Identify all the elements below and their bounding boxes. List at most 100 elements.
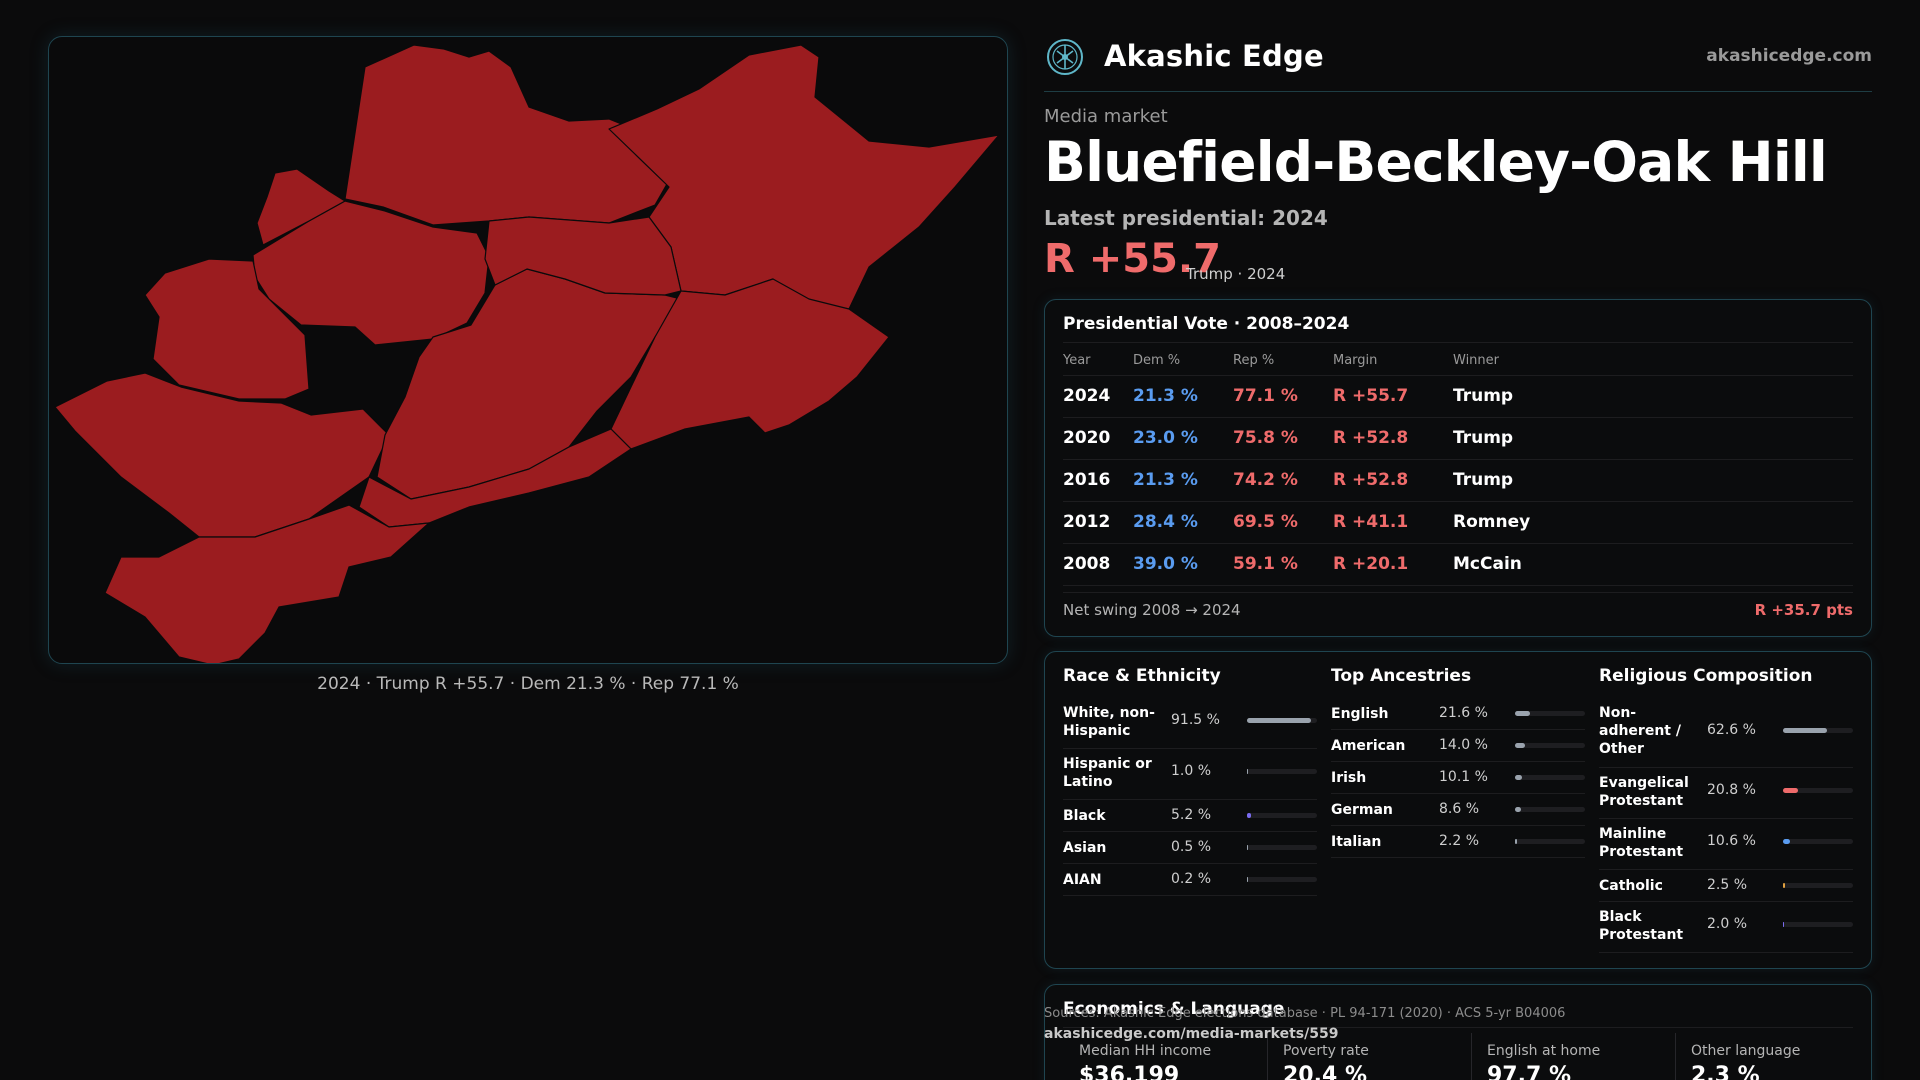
religion-value: 2.5 % — [1707, 877, 1748, 893]
brand-name: Akashic Edge — [1104, 39, 1324, 73]
race-value: 5.2 % — [1171, 807, 1212, 823]
net-swing-label: Net swing 2008 → 2024 — [1063, 601, 1241, 619]
race-bar-fill — [1247, 813, 1251, 818]
race-value: 0.5 % — [1171, 839, 1212, 855]
col-year-header: Year — [1063, 353, 1091, 368]
page-kicker: Media market — [1044, 106, 1168, 127]
cell-margin: R +41.1 — [1333, 512, 1409, 532]
religion-bar-fill — [1783, 922, 1785, 927]
list-item: Hispanic or Latino 1.0 % — [1063, 749, 1317, 800]
religion-label: Evangelical Protestant — [1599, 775, 1689, 809]
page-title: Bluefield-Beckley-Oak Hill — [1044, 130, 1828, 194]
top-ancestries-section: Top Ancestries English 21.6 % American 1… — [1331, 666, 1585, 858]
demographics-card: Race & Ethnicity White, non-Hispanic 91.… — [1044, 651, 1872, 969]
ancestry-bar-fill — [1515, 743, 1525, 748]
list-item: Irish 10.1 % — [1331, 762, 1585, 794]
ancestry-bar-fill — [1515, 839, 1517, 844]
ancestry-bar-fill — [1515, 775, 1523, 780]
religion-bar — [1783, 883, 1853, 888]
religion-value: 62.6 % — [1707, 722, 1756, 738]
ancestry-value: 14.0 % — [1439, 737, 1488, 753]
ancestry-value: 21.6 % — [1439, 705, 1488, 721]
race-label: White, non-Hispanic — [1063, 705, 1155, 739]
brand-url-link[interactable]: akashicedge.com — [1706, 46, 1872, 66]
poverty-rate-stat: Poverty rate 20.4 % — [1283, 1043, 1483, 1080]
religion-bar — [1783, 839, 1853, 844]
cell-year: 2020 — [1063, 428, 1111, 448]
ancestry-label: German — [1331, 802, 1393, 818]
cell-margin: R +52.8 — [1333, 428, 1409, 448]
religion-bar-fill — [1783, 839, 1791, 844]
cell-winner: Trump — [1453, 428, 1514, 448]
religion-section-title: Religious Composition — [1599, 666, 1813, 686]
stat-value: 97.7 % — [1487, 1063, 1571, 1080]
race-value: 1.0 % — [1171, 763, 1212, 779]
stat-value: 2.3 % — [1691, 1063, 1760, 1080]
religion-label: Non-adherent / Other — [1599, 705, 1681, 757]
ancestry-value: 2.2 % — [1439, 833, 1480, 849]
religion-label: Catholic — [1599, 878, 1663, 894]
table-row[interactable]: 2024 21.3 % 77.1 % R +55.7 Trump — [1063, 376, 1853, 418]
headline-margin: R +55.7 — [1044, 236, 1221, 282]
race-bar — [1247, 845, 1317, 850]
stat-divider — [1267, 1033, 1268, 1080]
vote-card-title: Presidential Vote · 2008–2024 — [1063, 314, 1350, 334]
cell-year: 2008 — [1063, 554, 1111, 574]
religion-label: Mainline Protestant — [1599, 826, 1684, 860]
net-swing-value: R +35.7 pts — [1754, 601, 1853, 619]
vote-table: Year Dem % Rep % Margin Winner 2024 21.3… — [1063, 342, 1853, 586]
akashic-logo-icon[interactable] — [1046, 38, 1084, 76]
race-value: 0.2 % — [1171, 871, 1212, 887]
net-swing-row: Net swing 2008 → 2024 R +35.7 pts — [1063, 592, 1853, 626]
list-item: Catholic 2.5 % — [1599, 870, 1853, 902]
list-item: Black Protestant 2.0 % — [1599, 902, 1853, 953]
brand-header: Akashic Edge akashicedge.com — [1044, 34, 1872, 92]
cell-year: 2012 — [1063, 512, 1111, 532]
market-map-panel[interactable] — [48, 36, 1008, 664]
map-county — [610, 278, 890, 450]
table-row[interactable]: 2012 28.4 % 69.5 % R +41.1 Romney — [1063, 502, 1853, 544]
table-row[interactable]: 2008 39.0 % 59.1 % R +20.1 McCain — [1063, 544, 1853, 586]
cell-rep: 74.2 % — [1233, 470, 1298, 490]
map-county — [104, 504, 430, 663]
other-language-stat: Other language 2.3 % — [1691, 1043, 1891, 1080]
cell-dem: 39.0 % — [1133, 554, 1198, 574]
list-item: Mainline Protestant 10.6 % — [1599, 819, 1853, 870]
list-item: Non-adherent / Other 62.6 % — [1599, 698, 1853, 768]
permalink[interactable]: akashicedge.com/media-markets/559 — [1044, 1026, 1339, 1042]
economics-divider — [1063, 1027, 1853, 1028]
map-caption: 2024 · Trump R +55.7 · Dem 21.3 % · Rep … — [317, 674, 739, 694]
race-bar — [1247, 718, 1317, 723]
race-ethnicity-section: Race & Ethnicity White, non-Hispanic 91.… — [1063, 666, 1317, 896]
median-income-stat: Median HH income $36,199 — [1079, 1043, 1279, 1080]
race-bar — [1247, 813, 1317, 818]
stat-value: 20.4 % — [1283, 1063, 1367, 1080]
race-bar-fill — [1247, 718, 1312, 723]
map-county — [256, 168, 346, 246]
ancestry-label: American — [1331, 738, 1406, 754]
cell-dem: 28.4 % — [1133, 512, 1198, 532]
religion-value: 2.0 % — [1707, 916, 1748, 932]
race-label: Asian — [1063, 840, 1107, 856]
latest-presidential-label: Latest presidential: 2024 — [1044, 206, 1328, 230]
map-county — [252, 200, 490, 346]
county-map[interactable] — [49, 37, 1008, 664]
ancestry-value: 8.6 % — [1439, 801, 1480, 817]
race-value: 91.5 % — [1171, 712, 1220, 728]
race-label: Black — [1063, 808, 1106, 824]
col-margin-header: Margin — [1333, 353, 1378, 368]
economics-language-card: Economics & Language Median HH income $3… — [1044, 984, 1872, 1080]
cell-margin: R +52.8 — [1333, 470, 1409, 490]
table-row[interactable]: 2020 23.0 % 75.8 % R +52.8 Trump — [1063, 418, 1853, 460]
map-county — [144, 258, 310, 400]
religion-bar-fill — [1783, 883, 1785, 888]
table-row[interactable]: 2016 21.3 % 74.2 % R +52.8 Trump — [1063, 460, 1853, 502]
religion-bar-fill — [1783, 788, 1798, 793]
cell-margin: R +55.7 — [1333, 386, 1409, 406]
stat-label: English at home — [1487, 1043, 1601, 1059]
religion-label: Black Protestant — [1599, 909, 1684, 943]
religion-bar — [1783, 728, 1853, 733]
list-item: AIAN 0.2 % — [1063, 864, 1317, 896]
col-rep-header: Rep % — [1233, 353, 1275, 368]
headline-margin-sub: Trump · 2024 — [1186, 265, 1286, 283]
